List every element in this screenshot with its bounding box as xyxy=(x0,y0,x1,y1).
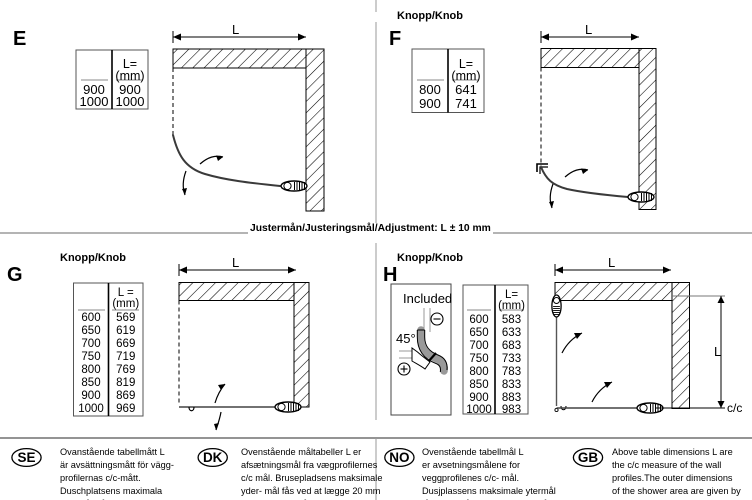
svg-text:883: 883 xyxy=(502,392,521,404)
svg-text:819: 819 xyxy=(116,377,135,389)
svg-text:L: L xyxy=(585,22,592,37)
svg-text:(mm): (mm) xyxy=(112,298,139,310)
svg-text:619: 619 xyxy=(116,325,135,337)
svg-text:969: 969 xyxy=(116,403,135,415)
svg-text:600: 600 xyxy=(469,314,488,326)
svg-text:(mm): (mm) xyxy=(451,69,480,83)
svg-text:800: 800 xyxy=(469,366,488,378)
svg-text:700: 700 xyxy=(81,338,100,350)
svg-text:700: 700 xyxy=(469,340,488,352)
svg-text:769: 769 xyxy=(116,364,135,376)
svg-text:900: 900 xyxy=(469,392,488,404)
svg-text:983: 983 xyxy=(502,404,521,416)
svg-text:1000: 1000 xyxy=(78,403,104,415)
svg-text:600: 600 xyxy=(81,312,100,324)
svg-text:650: 650 xyxy=(469,327,488,339)
svg-text:750: 750 xyxy=(469,353,488,365)
svg-text:850: 850 xyxy=(469,379,488,391)
svg-text:741: 741 xyxy=(455,96,477,111)
svg-text:750: 750 xyxy=(81,351,100,363)
svg-text:900: 900 xyxy=(419,96,441,111)
svg-text:733: 733 xyxy=(502,353,521,365)
svg-text:569: 569 xyxy=(116,312,135,324)
svg-text:1000: 1000 xyxy=(466,404,492,416)
svg-text:783: 783 xyxy=(502,366,521,378)
svg-text:583: 583 xyxy=(502,314,521,326)
svg-text:L: L xyxy=(232,255,239,270)
svg-text:L: L xyxy=(232,22,239,37)
svg-text:L: L xyxy=(608,255,615,270)
svg-text:1000: 1000 xyxy=(80,94,109,109)
svg-text:800: 800 xyxy=(419,82,441,97)
svg-text:45°: 45° xyxy=(396,331,416,346)
svg-text:869: 869 xyxy=(116,390,135,402)
svg-text:(mm): (mm) xyxy=(498,300,525,312)
svg-text:850: 850 xyxy=(81,377,100,389)
svg-text:650: 650 xyxy=(81,325,100,337)
svg-text:633: 633 xyxy=(502,327,521,339)
svg-text:900: 900 xyxy=(81,390,100,402)
svg-text:L: L xyxy=(714,344,721,359)
svg-text:719: 719 xyxy=(116,351,135,363)
svg-text:(mm): (mm) xyxy=(115,69,144,83)
svg-text:SE: SE xyxy=(17,450,35,465)
svg-text:669: 669 xyxy=(116,338,135,350)
svg-text:800: 800 xyxy=(81,364,100,376)
svg-text:833: 833 xyxy=(502,379,521,391)
svg-text:641: 641 xyxy=(455,82,477,97)
svg-text:Included: Included xyxy=(403,291,452,306)
svg-text:683: 683 xyxy=(502,340,521,352)
svg-text:1000: 1000 xyxy=(116,94,145,109)
svg-text:c/c: c/c xyxy=(727,401,742,415)
